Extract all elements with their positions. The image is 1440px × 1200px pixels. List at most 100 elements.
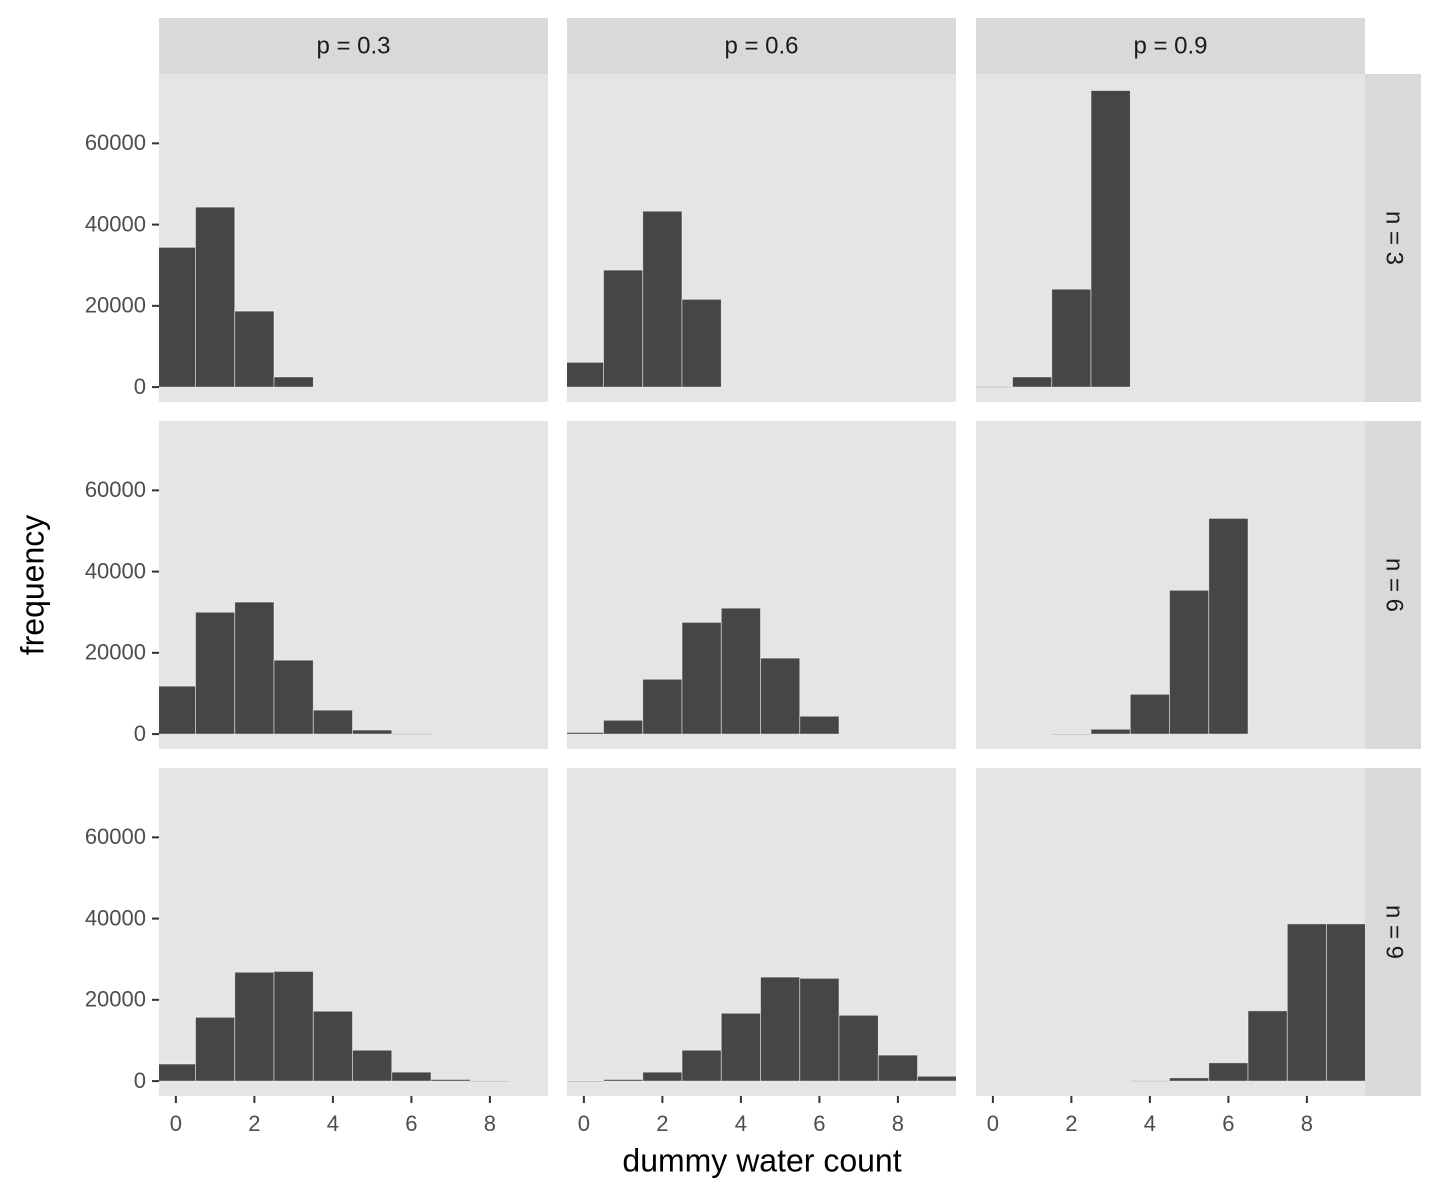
histogram-bar: [195, 206, 236, 388]
x-tick-label: 6: [1222, 1111, 1234, 1136]
x-tick-label: 4: [735, 1111, 747, 1136]
facet-strip: [1365, 74, 1421, 402]
histogram-bar: [642, 1071, 683, 1082]
histogram-bar: [603, 1079, 644, 1082]
histogram-bar: [352, 1049, 393, 1082]
facet-strip-label: n = 3: [1381, 211, 1408, 265]
histogram-bar: [195, 1016, 236, 1082]
histogram-bar: [1051, 288, 1092, 388]
x-tick-label: 4: [1144, 1111, 1156, 1136]
x-tick-label: 2: [248, 1111, 260, 1136]
histogram-bar: [273, 376, 314, 388]
panel: [976, 90, 1131, 388]
histogram-bar: [760, 657, 801, 735]
histogram-bar: [567, 361, 604, 388]
histogram-bar: [642, 210, 683, 388]
facet-strip: [976, 18, 1365, 74]
histogram-bar: [469, 1080, 510, 1083]
histogram-bar: [234, 971, 275, 1082]
panel: [159, 971, 510, 1083]
histogram-bar: [760, 976, 801, 1082]
y-tick-label: 0: [134, 374, 146, 399]
y-tick-label: 40000: [85, 211, 146, 236]
facet-strip: [159, 18, 548, 74]
panel: [567, 976, 956, 1083]
histogram-bar: [1129, 1080, 1170, 1082]
y-tick-label: 20000: [85, 293, 146, 318]
histogram-bar: [159, 246, 196, 388]
facet-strip-label: p = 0.9: [1133, 32, 1207, 59]
facet-strip-label: p = 0.3: [316, 32, 390, 59]
histogram-bar: [603, 719, 644, 735]
histogram-bar: [603, 269, 644, 388]
histogram-bar: [195, 611, 236, 735]
y-tick-label: 20000: [85, 987, 146, 1012]
x-tick-label: 8: [1301, 1111, 1313, 1136]
histogram-bar: [567, 1080, 604, 1083]
histogram-bar: [159, 685, 196, 735]
facet-strip-label: n = 6: [1381, 558, 1408, 612]
histogram-bar: [799, 715, 840, 735]
panel: [159, 601, 432, 735]
y-tick-label: 20000: [85, 640, 146, 665]
histogram-bar: [1208, 1062, 1249, 1082]
panel-background: [976, 74, 1365, 402]
x-tick-label: 6: [405, 1111, 417, 1136]
histogram-bar: [234, 601, 275, 735]
histogram-bar: [917, 1075, 956, 1082]
histogram-bar: [976, 386, 1013, 388]
histogram-bar: [1208, 517, 1249, 735]
histogram-bar: [799, 977, 840, 1082]
y-tick-label: 40000: [85, 905, 146, 930]
histogram-bar: [681, 298, 722, 388]
histogram-bar: [1286, 923, 1327, 1082]
histogram-bar: [838, 1014, 879, 1082]
facet-strip-label: n = 9: [1381, 905, 1408, 959]
histogram-bar: [567, 732, 604, 735]
histogram-bar: [720, 1012, 761, 1082]
histogram-bar: [1012, 376, 1053, 388]
y-axis-title: frequency: [14, 515, 50, 656]
panel: [1051, 517, 1249, 736]
histogram-bar: [391, 1071, 432, 1082]
panel: [567, 607, 840, 735]
histogram-bar: [877, 1054, 918, 1082]
x-tick-label: 6: [813, 1111, 825, 1136]
histogram-bar: [1169, 1077, 1210, 1082]
histogram-bar: [391, 733, 432, 735]
histogram-bar: [1090, 90, 1131, 388]
histogram-bar: [1169, 589, 1210, 735]
histogram-bar: [1129, 693, 1170, 735]
x-tick-label: 0: [578, 1111, 590, 1136]
x-tick-label: 0: [987, 1111, 999, 1136]
histogram-bar: [312, 709, 353, 735]
y-tick-label: 60000: [85, 824, 146, 849]
x-axis-title: dummy water count: [622, 1142, 901, 1178]
x-tick-label: 0: [170, 1111, 182, 1136]
panel: [1129, 923, 1365, 1082]
histogram-bar: [1247, 1010, 1288, 1082]
x-tick-label: 8: [484, 1111, 496, 1136]
y-tick-label: 0: [134, 721, 146, 746]
facet-strip-label: p = 0.6: [724, 32, 798, 59]
facet-strip: [567, 18, 956, 74]
x-tick-label: 2: [656, 1111, 668, 1136]
facet-strip: [1365, 768, 1421, 1096]
histogram-bar: [681, 621, 722, 735]
histogram-bar: [642, 678, 683, 735]
histogram-bar: [681, 1049, 722, 1082]
panel: [567, 210, 722, 388]
facet-strip: [1365, 421, 1421, 749]
x-tick-label: 2: [1065, 1111, 1077, 1136]
histogram-bar: [720, 607, 761, 735]
panel: [159, 206, 314, 388]
histogram-bar: [352, 729, 393, 735]
y-tick-label: 40000: [85, 558, 146, 583]
histogram-bar: [273, 659, 314, 735]
x-tick-label: 4: [327, 1111, 339, 1136]
histogram-bar: [234, 310, 275, 388]
y-tick-label: 0: [134, 1068, 146, 1093]
histogram-bar: [312, 1010, 353, 1082]
y-tick-label: 60000: [85, 477, 146, 502]
